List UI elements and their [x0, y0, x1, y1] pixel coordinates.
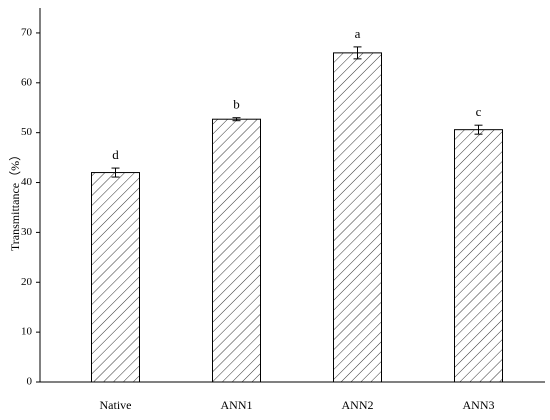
error-bar	[353, 46, 362, 60]
significance-letter: a	[355, 26, 361, 41]
x-tick-label: ANN1	[221, 398, 253, 412]
y-tick-label: 60	[21, 76, 33, 88]
y-tick-label: 10	[21, 326, 33, 338]
error-bar	[474, 124, 483, 135]
significance-letter: c	[476, 104, 482, 119]
y-tick-label: 50	[21, 126, 33, 138]
error-bar	[111, 167, 120, 178]
x-tick-label: ANN3	[463, 398, 495, 412]
error-bar	[232, 117, 241, 122]
y-tick-label: 0	[27, 376, 33, 388]
bar	[91, 172, 140, 383]
bar	[212, 118, 261, 383]
bar	[454, 129, 503, 383]
bar	[333, 52, 382, 383]
y-tick-label: 70	[21, 26, 33, 38]
x-tick-label: ANN2	[342, 398, 374, 412]
y-axis-label: Transmittance（%）	[8, 149, 22, 251]
significance-letter: b	[233, 97, 240, 112]
x-tick-label: Native	[100, 398, 132, 412]
significance-letter: d	[112, 147, 119, 162]
y-tick-label: 30	[21, 226, 33, 238]
y-tick-label: 20	[21, 276, 33, 288]
y-tick-label: 40	[21, 176, 33, 188]
